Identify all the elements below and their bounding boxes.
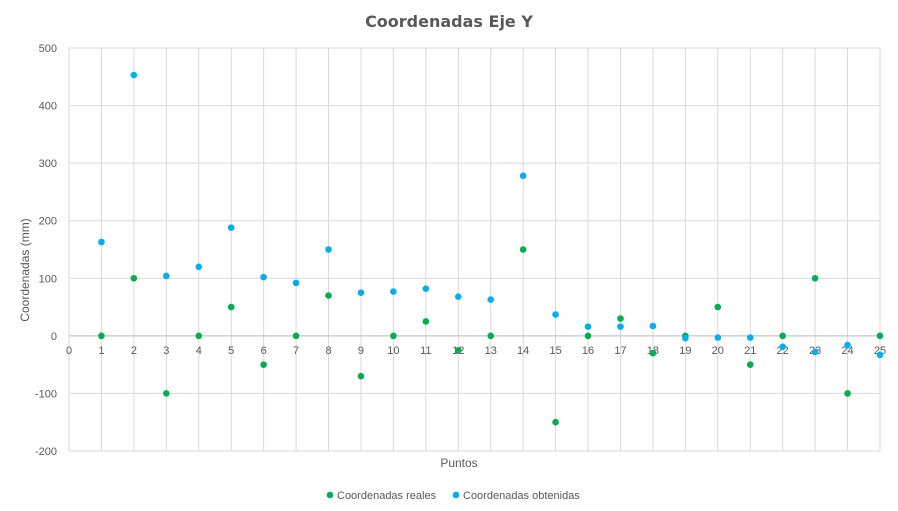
point-reales [227, 303, 235, 311]
point-obtenidas [552, 311, 559, 318]
point-obtenidas [584, 323, 592, 330]
point-obtenidas [325, 246, 332, 253]
point-reales [487, 332, 495, 340]
legend-marker [452, 491, 460, 499]
point-obtenidas [130, 71, 138, 79]
x-tick-label: 5 [228, 345, 234, 357]
point-reales [844, 390, 851, 397]
x-tick-label: 16 [582, 345, 594, 357]
point-reales [422, 318, 430, 325]
legend-label: Coordenadas obtenidas [463, 490, 580, 502]
point-obtenidas [649, 322, 657, 330]
x-tick-labels: 0123456789101112131415161718192021222324… [66, 345, 886, 357]
y-tick-label: 100 [39, 273, 57, 285]
point-reales [390, 332, 397, 340]
point-reales [454, 346, 462, 354]
x-tick-label: 17 [614, 345, 626, 357]
y-tick-label: 300 [39, 158, 57, 170]
y-tick-label: -200 [35, 446, 57, 458]
point-obtenidas [714, 334, 722, 341]
legend-label: Coordenadas reales [337, 490, 437, 502]
point-reales [584, 332, 592, 340]
x-tick-label: 6 [261, 345, 267, 357]
x-tick-label: 14 [517, 345, 529, 357]
y-tick-label: -100 [35, 388, 57, 400]
point-obtenidas [844, 341, 851, 349]
point-reales [325, 292, 332, 299]
x-tick-label: 10 [387, 345, 399, 357]
point-reales [98, 332, 105, 340]
point-obtenidas [811, 348, 819, 356]
y-axis-label: Coordenadas (mm) [18, 218, 32, 321]
y-tick-label: 500 [39, 43, 57, 55]
x-tick-label: 24 [841, 345, 853, 357]
point-obtenidas [292, 279, 300, 287]
x-tick-label: 3 [163, 345, 169, 357]
point-reales [779, 332, 786, 340]
x-tick-label: 11 [420, 345, 431, 357]
legend: Coordenadas reales Coordenadas obtenidas [326, 490, 580, 502]
x-tick-label: 21 [744, 345, 756, 357]
point-obtenidas [617, 323, 624, 330]
point-reales [811, 274, 819, 282]
chart-title: Coordenadas Eje Y [365, 12, 533, 31]
x-tick-label: 1 [98, 345, 104, 357]
point-obtenidas [98, 238, 105, 246]
x-tick-label: 20 [712, 345, 724, 357]
point-obtenidas [422, 285, 430, 292]
legend-marker [326, 491, 334, 499]
point-obtenidas [357, 289, 365, 296]
point-reales [292, 332, 300, 340]
y-tick-label: 0 [51, 331, 57, 343]
point-obtenidas [487, 296, 495, 303]
x-tick-label: 15 [549, 345, 561, 357]
point-obtenidas [519, 172, 527, 180]
point-reales [130, 274, 138, 282]
point-reales [195, 332, 203, 340]
y-tick-label: 200 [39, 216, 57, 228]
x-tick-label: 9 [358, 345, 364, 357]
point-reales [746, 361, 754, 368]
point-obtenidas [454, 293, 462, 301]
point-obtenidas [163, 272, 170, 280]
x-tick-label: 4 [196, 345, 202, 357]
point-reales [617, 315, 624, 322]
x-tick-label: 13 [485, 345, 497, 357]
point-obtenidas [195, 263, 203, 271]
x-tick-label: 2 [131, 345, 137, 357]
x-tick-label: 7 [293, 345, 299, 357]
point-obtenidas [227, 224, 235, 231]
y-tick-labels: -200 -100 0 100 200 300 400 500 [35, 43, 57, 458]
y-tick-label: 400 [39, 101, 57, 113]
x-tick-label: 8 [325, 345, 331, 357]
point-obtenidas [682, 334, 689, 342]
x-axis-label: Puntos [440, 456, 477, 470]
point-obtenidas [390, 288, 397, 295]
point-reales [260, 361, 267, 368]
x-tick-label: 0 [66, 345, 72, 357]
point-obtenidas [746, 334, 754, 341]
point-reales [649, 349, 657, 357]
data-points [98, 71, 884, 426]
grid-lines [68, 47, 881, 452]
point-reales [357, 372, 365, 380]
point-reales [876, 332, 884, 340]
x-tick-label: 19 [679, 345, 691, 357]
point-obtenidas [260, 273, 267, 281]
point-reales [519, 246, 527, 253]
point-reales [163, 390, 170, 397]
point-reales [552, 418, 559, 426]
point-obtenidas [876, 351, 884, 359]
point-obtenidas [779, 343, 786, 351]
point-reales [714, 303, 722, 311]
